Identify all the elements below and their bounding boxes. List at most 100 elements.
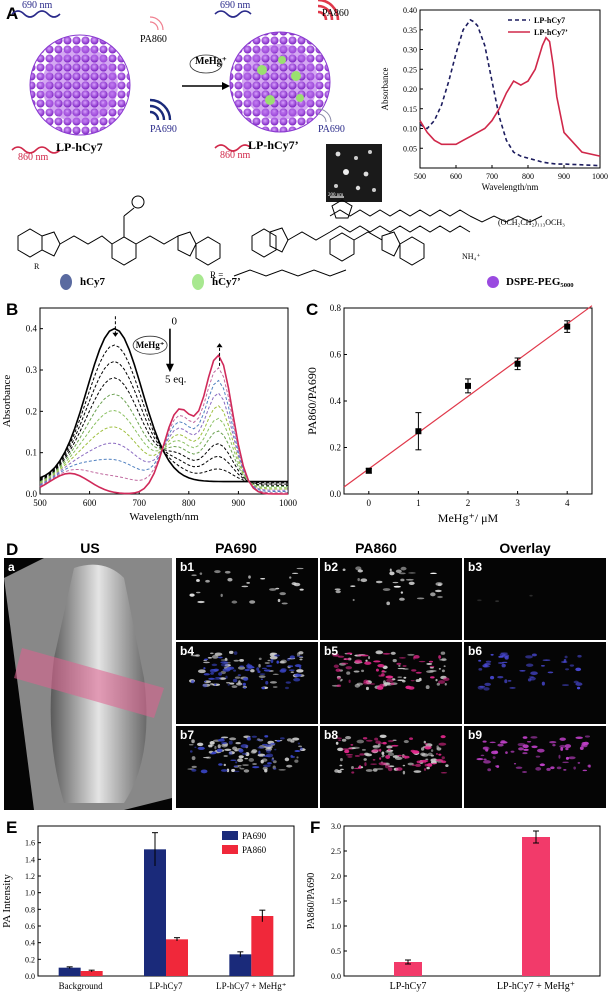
speckle — [363, 679, 369, 684]
speckle — [550, 766, 555, 770]
speckle — [487, 768, 492, 772]
speckle — [200, 769, 208, 774]
speckle — [575, 667, 582, 672]
speckle — [558, 754, 561, 759]
speckle — [257, 670, 261, 674]
speckle — [232, 678, 238, 683]
series-line-1 — [419, 36, 601, 157]
speckle — [265, 749, 271, 754]
speckle — [565, 747, 569, 751]
speckle — [289, 576, 292, 579]
speckle — [359, 753, 365, 756]
speckle — [294, 664, 302, 668]
speckle — [294, 673, 302, 677]
speckle — [429, 669, 437, 673]
speckle — [263, 764, 271, 768]
speckle — [435, 678, 438, 682]
speckle — [399, 597, 405, 601]
x-axis-label: MeHg⁺/ μM — [438, 511, 499, 525]
speckle — [340, 758, 343, 762]
speckle — [390, 682, 395, 686]
speckle — [341, 662, 349, 665]
r-substituent-label: R — [34, 262, 40, 271]
speckle — [209, 741, 215, 745]
speckle — [229, 737, 237, 741]
titration-curve-7 — [39, 392, 289, 491]
speckle — [425, 758, 429, 761]
speckle — [347, 747, 353, 750]
speckle — [261, 758, 268, 762]
tem-scale-label: 200 nm — [328, 193, 344, 198]
titration-curve-2 — [39, 360, 289, 485]
speckle — [261, 667, 268, 670]
speckle — [372, 759, 376, 761]
speckle — [387, 752, 395, 757]
legend-swatch — [222, 845, 238, 854]
speckle — [191, 756, 196, 761]
x-tick-label: 500 — [33, 498, 47, 508]
speckle — [393, 585, 401, 588]
speckle — [492, 756, 496, 759]
speckle — [203, 673, 210, 676]
speckle — [483, 758, 487, 761]
speckle — [340, 678, 343, 681]
speckle — [298, 745, 303, 748]
data-point — [415, 428, 422, 435]
speckle — [244, 757, 249, 760]
speckle — [248, 575, 251, 579]
speckle — [297, 742, 301, 745]
y-axis-label: PA860/PA690 — [305, 367, 319, 435]
speckle — [426, 663, 433, 665]
y-tick-label: 0.8 — [330, 303, 342, 313]
legend-entry-1: LP-hCy7’ — [534, 28, 568, 37]
speckle — [265, 753, 274, 758]
speckle — [477, 599, 482, 602]
speckle — [415, 671, 422, 674]
x-tick-label: 3 — [515, 498, 520, 508]
speckle — [513, 762, 517, 765]
speckle — [241, 752, 248, 755]
speckle — [239, 665, 244, 668]
speckle — [337, 747, 344, 752]
speckle — [482, 740, 487, 743]
speckle — [392, 658, 397, 663]
speckle — [375, 580, 383, 584]
speckle — [505, 751, 508, 754]
speckle — [382, 652, 391, 655]
speckle — [294, 750, 301, 753]
speckle — [234, 770, 240, 773]
pa690-label-right: PA690 — [318, 124, 345, 135]
speckle — [269, 681, 277, 684]
speckle — [392, 581, 399, 584]
y-axis-label: Absorbance — [380, 68, 390, 111]
speckle — [564, 744, 572, 749]
speckle — [195, 654, 200, 657]
legend-hcy7: hCy7 — [80, 276, 106, 288]
y-tick-label: 0.6 — [25, 922, 35, 931]
speckle — [227, 577, 233, 582]
speckle — [436, 745, 439, 749]
pa-image-b5: b5 — [320, 642, 462, 724]
speckle — [413, 654, 420, 659]
speckle — [272, 673, 279, 676]
speckle — [204, 680, 207, 683]
speckle — [191, 574, 197, 577]
speckle — [209, 668, 217, 673]
speckle — [258, 663, 261, 668]
pa-image-b8: b8 — [320, 726, 462, 808]
speckle — [441, 756, 445, 760]
y-tick-label: 2.0 — [331, 872, 341, 881]
speckle — [216, 748, 223, 753]
laser-label-690-right: 690 nm — [220, 0, 251, 11]
speckle — [272, 686, 278, 688]
speckle — [223, 755, 228, 757]
speckle — [546, 767, 551, 771]
speckle — [261, 686, 265, 690]
speckle — [490, 653, 494, 656]
panel-label-c: C — [306, 300, 319, 319]
speckle — [248, 758, 254, 762]
speckle — [353, 670, 360, 673]
speckle — [413, 770, 422, 773]
speckle — [237, 666, 246, 670]
speckle — [256, 739, 263, 741]
